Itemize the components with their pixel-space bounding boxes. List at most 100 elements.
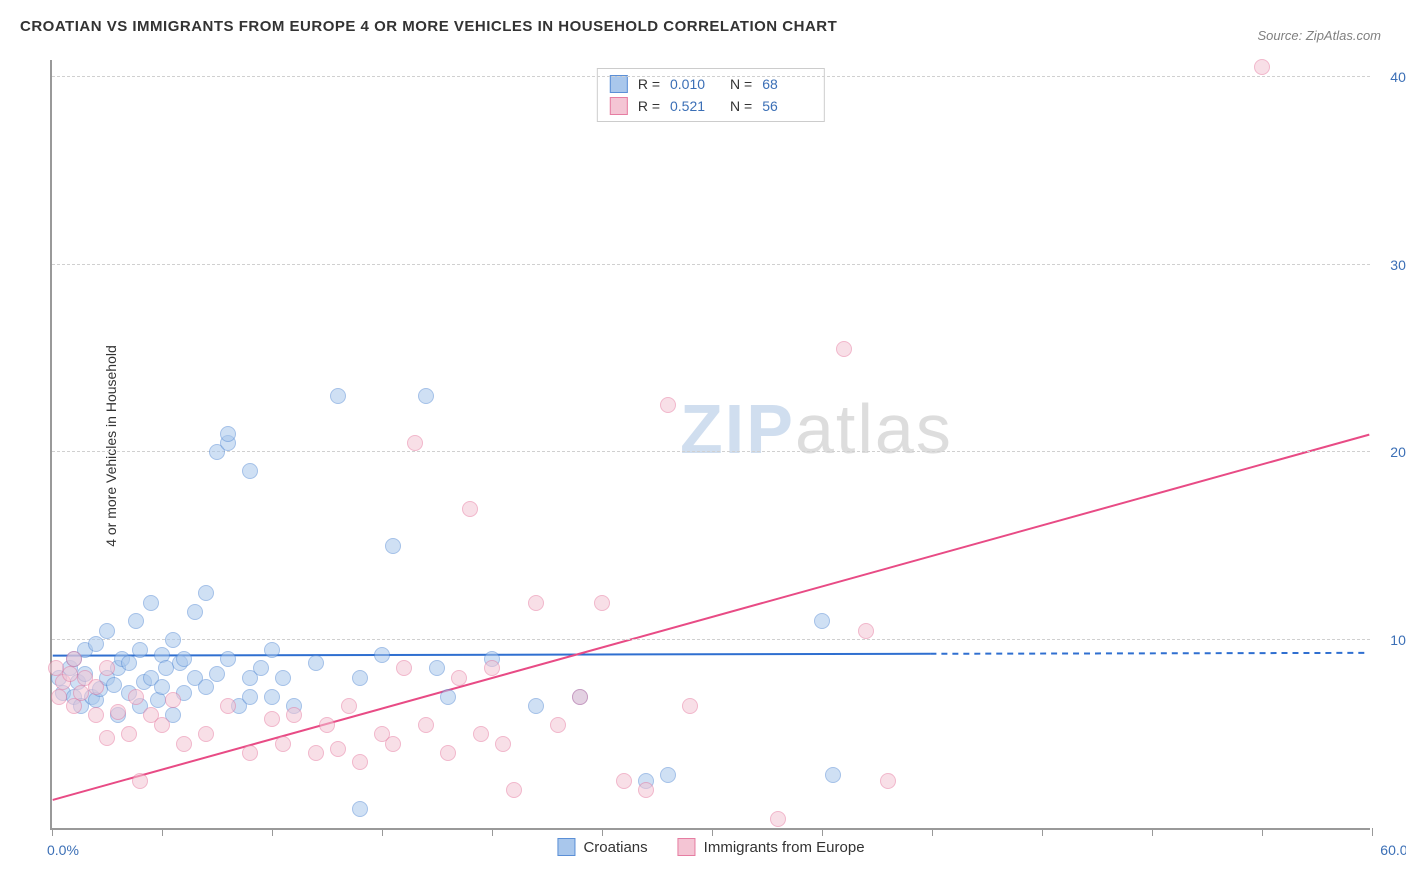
swatch-series-1 xyxy=(610,97,628,115)
legend-label-1: Immigrants from Europe xyxy=(704,839,865,856)
legend-item: Immigrants from Europe xyxy=(678,838,865,856)
data-point xyxy=(264,711,280,727)
data-point xyxy=(176,651,192,667)
ytick-label: 10.0% xyxy=(1390,632,1406,648)
data-point xyxy=(264,689,280,705)
gridline xyxy=(52,639,1370,640)
trend-lines-svg xyxy=(52,60,1370,828)
xtick xyxy=(382,828,383,836)
data-point xyxy=(330,741,346,757)
r-value-0: 0.010 xyxy=(670,76,720,92)
xtick xyxy=(492,828,493,836)
xtick xyxy=(1152,828,1153,836)
data-point xyxy=(880,773,896,789)
xtick xyxy=(1042,828,1043,836)
data-point xyxy=(473,726,489,742)
chart-title: CROATIAN VS IMMIGRANTS FROM EUROPE 4 OR … xyxy=(20,18,837,35)
data-point xyxy=(352,670,368,686)
watermark-zip: ZIP xyxy=(680,390,795,468)
n-value-1: 56 xyxy=(762,98,812,114)
data-point xyxy=(352,801,368,817)
data-point xyxy=(374,647,390,663)
x-max-label: 60.0% xyxy=(1380,842,1406,858)
data-point xyxy=(275,670,291,686)
data-point xyxy=(1254,59,1270,75)
data-point xyxy=(73,685,89,701)
data-point xyxy=(451,670,467,686)
data-point xyxy=(110,704,126,720)
data-point xyxy=(220,651,236,667)
watermark: ZIPatlas xyxy=(680,389,953,469)
xtick xyxy=(822,828,823,836)
xtick xyxy=(1372,828,1373,836)
ytick-label: 20.0% xyxy=(1390,444,1406,460)
ytick-label: 40.0% xyxy=(1390,69,1406,85)
data-point xyxy=(143,595,159,611)
data-point xyxy=(242,745,258,761)
data-point xyxy=(429,660,445,676)
data-point xyxy=(242,463,258,479)
data-point xyxy=(308,745,324,761)
data-point xyxy=(506,782,522,798)
data-point xyxy=(484,660,500,676)
swatch-series-0 xyxy=(610,75,628,93)
source-attribution: Source: ZipAtlas.com xyxy=(1257,28,1381,43)
data-point xyxy=(187,604,203,620)
legend-label-0: Croatians xyxy=(583,839,647,856)
data-point xyxy=(209,666,225,682)
data-point xyxy=(770,811,786,827)
data-point xyxy=(106,677,122,693)
series-legend: Croatians Immigrants from Europe xyxy=(557,838,864,856)
data-point xyxy=(154,717,170,733)
data-point xyxy=(220,698,236,714)
data-point xyxy=(638,782,654,798)
xtick xyxy=(272,828,273,836)
data-point xyxy=(51,689,67,705)
r-label: R = xyxy=(638,98,660,114)
data-point xyxy=(264,642,280,658)
plot-area: ZIPatlas R = 0.010 N = 68 R = 0.521 N = … xyxy=(50,60,1370,830)
data-point xyxy=(88,707,104,723)
data-point xyxy=(330,388,346,404)
data-point xyxy=(462,501,478,517)
ytick-label: 30.0% xyxy=(1390,257,1406,273)
data-point xyxy=(99,660,115,676)
xtick xyxy=(712,828,713,836)
data-point xyxy=(308,655,324,671)
data-point xyxy=(198,726,214,742)
data-point xyxy=(132,642,148,658)
legend-item: Croatians xyxy=(557,838,647,856)
data-point xyxy=(99,730,115,746)
trend-line-dashed xyxy=(930,653,1369,654)
n-label: N = xyxy=(730,76,752,92)
data-point xyxy=(121,655,137,671)
data-point xyxy=(836,341,852,357)
data-point xyxy=(128,613,144,629)
data-point xyxy=(88,679,104,695)
data-point xyxy=(132,773,148,789)
gridline xyxy=(52,76,1370,77)
data-point xyxy=(242,689,258,705)
data-point xyxy=(352,754,368,770)
data-point xyxy=(385,736,401,752)
xtick xyxy=(1262,828,1263,836)
xtick xyxy=(162,828,163,836)
xtick xyxy=(932,828,933,836)
data-point xyxy=(660,767,676,783)
data-point xyxy=(440,745,456,761)
data-point xyxy=(286,707,302,723)
data-point xyxy=(66,651,82,667)
data-point xyxy=(495,736,511,752)
swatch-series-0 xyxy=(557,838,575,856)
watermark-atlas: atlas xyxy=(795,390,953,468)
data-point xyxy=(825,767,841,783)
data-point xyxy=(682,698,698,714)
data-point xyxy=(88,636,104,652)
x-origin-label: 0.0% xyxy=(47,842,79,858)
data-point xyxy=(121,726,137,742)
r-label: R = xyxy=(638,76,660,92)
data-point xyxy=(660,397,676,413)
data-point xyxy=(253,660,269,676)
data-point xyxy=(396,660,412,676)
data-point xyxy=(62,666,78,682)
